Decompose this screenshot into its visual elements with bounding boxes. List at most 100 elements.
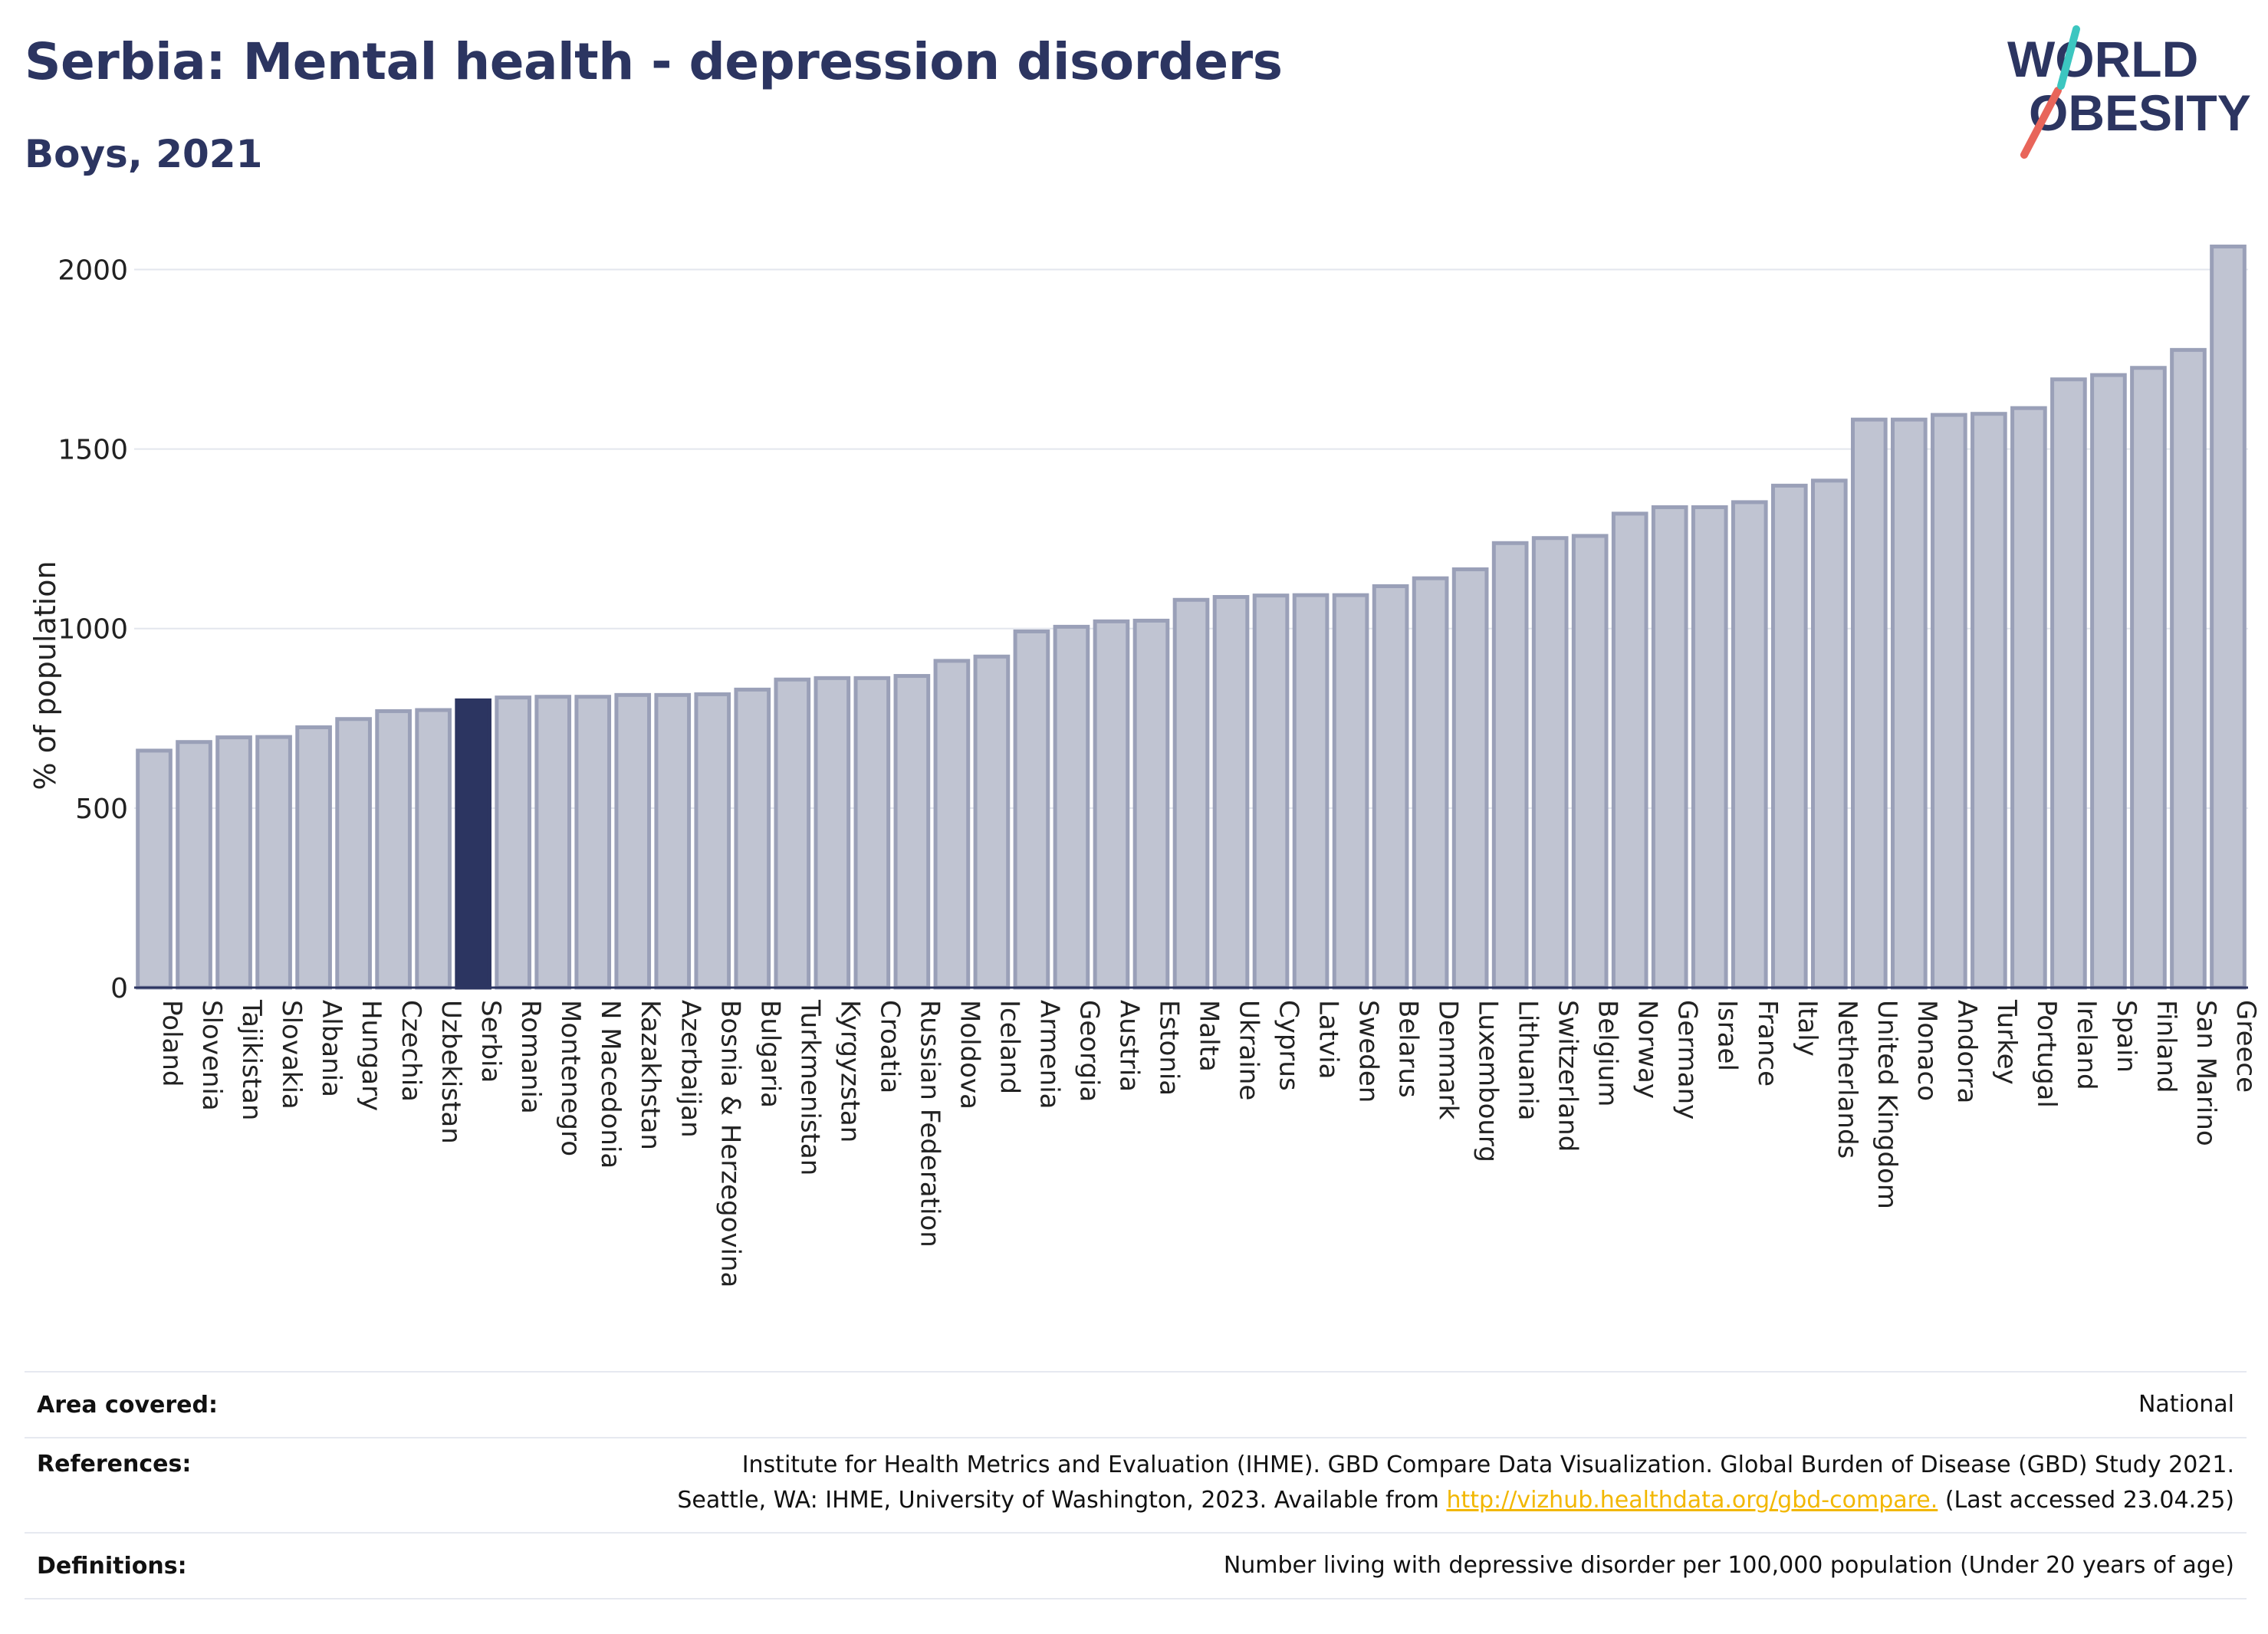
- x-tick-label: Ireland: [2071, 1000, 2102, 1090]
- references-label: References:: [37, 1451, 192, 1478]
- bar: [375, 709, 412, 990]
- bar: [1931, 413, 1967, 990]
- logo-slash-red: [2020, 87, 2062, 159]
- x-tick-label: Turkey: [1991, 999, 2022, 1085]
- x-tick-label: Armenia: [1034, 1000, 1064, 1110]
- x-tick-label: Germany: [1672, 1000, 1703, 1119]
- references-line2: Seattle, WA: IHME, University of Washing…: [677, 1483, 2234, 1518]
- chart-title: Serbia: Mental health - depression disor…: [25, 32, 1283, 91]
- bar: [455, 698, 491, 990]
- x-tick-label: Czechia: [396, 1000, 426, 1102]
- bars: [136, 244, 2247, 990]
- x-tick-label: Israel: [1712, 1000, 1743, 1071]
- x-tick-label: Uzbekistan: [436, 1000, 466, 1144]
- y-tick-labels: 0 500 1000 1500 2000: [58, 255, 128, 1004]
- bar: [933, 659, 971, 990]
- x-tick-label: Moldova: [954, 1000, 984, 1110]
- x-tick-label: Finland: [2151, 1000, 2181, 1093]
- x-tick-label: Albania: [316, 1000, 347, 1097]
- bar: [415, 708, 452, 990]
- bar: [1731, 500, 1768, 990]
- x-tick-label: Croatia: [874, 1000, 905, 1093]
- definitions-value: Number living with depressive disorder p…: [1223, 1552, 2234, 1579]
- x-tick-label: Poland: [156, 1000, 187, 1087]
- bar: [853, 676, 891, 990]
- x-tick-label: Kyrgyzstan: [834, 1000, 865, 1142]
- references-line2-pre: Seattle, WA: IHME, University of Washing…: [677, 1487, 1439, 1514]
- x-tick-label: Georgia: [1073, 1000, 1104, 1102]
- definitions-label: Definitions:: [37, 1552, 187, 1580]
- x-tick-label: Andorra: [1951, 1000, 1982, 1103]
- x-tick-label: Iceland: [994, 1000, 1024, 1094]
- bar: [734, 687, 771, 990]
- bar: [1172, 597, 1210, 990]
- bar: [1053, 624, 1090, 990]
- bar: [814, 676, 851, 990]
- x-tick-label: Portugal: [2031, 1000, 2062, 1108]
- x-tick-label: Lithuania: [1513, 1000, 1543, 1120]
- x-tick-label: Luxembourg: [1473, 1000, 1504, 1162]
- x-tick-label: Belgium: [1593, 1000, 1623, 1106]
- bar: [2170, 347, 2207, 990]
- bar: [2050, 377, 2087, 990]
- area-label: Area covered:: [37, 1391, 218, 1419]
- x-tick-label: Bulgaria: [754, 1000, 785, 1108]
- bar: [1451, 567, 1489, 990]
- x-tick-label: Monaco: [1911, 1000, 1942, 1101]
- x-tick-label: Slovakia: [276, 1000, 307, 1110]
- x-tick-label: Netherlands: [1832, 1000, 1862, 1159]
- y-tick-label: 2000: [58, 255, 128, 286]
- bar: [176, 740, 212, 990]
- x-tick-label: Tajikistan: [236, 999, 267, 1120]
- logo-line2: OBESITY: [2029, 84, 2251, 141]
- chart-footer: Area covered: National References: Insti…: [25, 1371, 2247, 1599]
- y-tick-label: 1500: [58, 435, 128, 466]
- x-tick-label: Serbia: [475, 1000, 506, 1083]
- bar: [654, 692, 692, 990]
- bar: [1531, 536, 1569, 990]
- bar: [1292, 593, 1330, 990]
- footer-row-definitions: Definitions: Number living with depressi…: [25, 1532, 2247, 1599]
- x-tick-label: Austria: [1113, 1000, 1144, 1092]
- bar: [1412, 576, 1449, 990]
- logo-line1: WORLD: [2007, 31, 2198, 87]
- x-tick-label: Azerbaijan: [675, 1000, 705, 1138]
- x-tick-label: Greece: [2230, 1000, 2261, 1093]
- references-link[interactable]: http://vizhub.healthdata.org/gbd-compare…: [1446, 1487, 1938, 1514]
- x-tick-label: Cyprus: [1274, 1000, 1304, 1091]
- bar: [1810, 478, 1848, 990]
- x-tick-label: Slovenia: [196, 1000, 227, 1111]
- x-tick-label: Latvia: [1313, 1000, 1344, 1080]
- bar: [534, 695, 572, 990]
- bar: [574, 695, 612, 990]
- bar: [1691, 505, 1728, 990]
- bar: [2090, 373, 2127, 990]
- bar: [614, 692, 652, 990]
- x-tick-label: Montenegro: [555, 1000, 586, 1156]
- x-tick-label: United Kingdom: [1872, 1000, 1902, 1209]
- y-tick-label: 1000: [58, 614, 128, 646]
- y-axis-label: % of population: [28, 561, 62, 790]
- references-value: Institute for Health Metrics and Evaluat…: [677, 1448, 2247, 1518]
- footer-row-area: Area covered: National: [25, 1371, 2247, 1437]
- x-tick-label: Malta: [1194, 1000, 1224, 1072]
- chart-subtitle: Boys, 2021: [25, 132, 263, 176]
- x-tick-label: Hungary: [356, 1000, 386, 1111]
- x-tick-label: Norway: [1632, 1000, 1663, 1099]
- footer-row-references: References: Institute for Health Metrics…: [25, 1437, 2247, 1532]
- bar: [2130, 366, 2167, 990]
- bar: [255, 735, 292, 990]
- bar: [1332, 593, 1369, 990]
- bar: [893, 674, 931, 990]
- bar: [973, 654, 1011, 990]
- bar: [295, 725, 332, 990]
- x-tick-label: Ukraine: [1234, 1000, 1264, 1100]
- bar: [495, 695, 532, 990]
- bar: [1372, 584, 1409, 990]
- references-line2-post: (Last accessed 23.04.25): [1944, 1487, 2234, 1514]
- x-tick-label: N Macedonia: [595, 1000, 626, 1169]
- x-tick-label: San Marino: [2191, 1000, 2221, 1146]
- bar: [1252, 593, 1290, 990]
- bar: [1891, 417, 1928, 990]
- x-tick-label: Belarus: [1393, 1000, 1424, 1098]
